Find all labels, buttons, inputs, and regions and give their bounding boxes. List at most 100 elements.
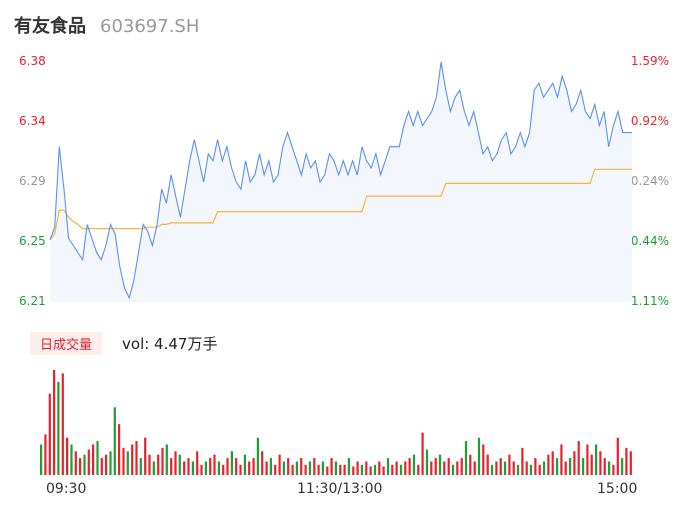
volume-bar — [334, 461, 337, 475]
volume-bar — [438, 454, 442, 475]
volume-bar — [40, 444, 43, 475]
volume-bar — [174, 451, 177, 475]
volume-bar — [586, 444, 589, 475]
volume-bar — [482, 444, 485, 475]
volume-bar — [369, 466, 372, 475]
volume-bar — [256, 437, 259, 475]
volume-bar — [61, 373, 64, 475]
volume-bar — [412, 454, 416, 475]
y-left-label: 6.21 — [19, 294, 46, 308]
volume-bar — [508, 454, 511, 475]
volume-bar — [148, 454, 151, 475]
volume-bar — [421, 432, 424, 475]
volume-bar — [560, 444, 563, 475]
volume-bar — [243, 454, 246, 475]
volume-bar — [144, 437, 147, 475]
volume-bar — [295, 461, 298, 475]
volume-bar — [157, 454, 160, 475]
volume-bar — [460, 458, 463, 475]
volume-bar — [378, 461, 381, 475]
volume-bar — [92, 444, 95, 475]
volume-bar — [109, 451, 112, 475]
volume-bar — [274, 464, 277, 475]
volume-bar — [525, 461, 528, 475]
volume-bar — [161, 447, 164, 475]
volume-bar — [512, 461, 515, 475]
volume-bar — [282, 461, 285, 475]
volume-bar — [616, 437, 619, 475]
volume-bar — [122, 447, 125, 475]
volume-bar — [621, 458, 624, 475]
volume-bar — [399, 464, 403, 475]
volume-bar — [287, 458, 290, 475]
y-right-label: -1.11% — [626, 294, 669, 308]
volume-bar — [551, 451, 554, 475]
volume-bar — [304, 464, 307, 475]
volume-bar — [87, 449, 90, 475]
price-line — [49, 61, 632, 300]
volume-tab[interactable]: 日成交量 — [30, 331, 103, 355]
volume-bar — [521, 447, 524, 475]
volume-bar — [200, 464, 203, 475]
volume-bar — [300, 458, 303, 475]
volume-bar — [269, 458, 272, 475]
volume-bar — [408, 458, 411, 475]
volume-bar — [217, 461, 220, 475]
volume-bar — [564, 461, 567, 475]
volume-bar — [464, 441, 468, 475]
volume-bar — [230, 451, 233, 475]
volume-bar — [66, 437, 69, 475]
average-price-line — [49, 168, 632, 241]
y-left-label: 6.25 — [19, 234, 46, 248]
volume-bar — [265, 461, 268, 475]
volume-bar — [516, 464, 520, 475]
volume-bar — [339, 464, 342, 475]
volume-bar — [48, 393, 51, 475]
volume-bar — [261, 451, 264, 475]
y-right-label: 1.59% — [630, 54, 669, 68]
volume-bar — [57, 381, 60, 475]
volume-bar — [126, 451, 129, 475]
volume-bar — [625, 447, 628, 475]
volume-bar — [291, 464, 294, 475]
volume-bar — [131, 444, 134, 475]
volume-bar — [105, 454, 108, 475]
volume-bar — [152, 461, 155, 475]
volume-bar — [330, 458, 333, 475]
volume-bar — [469, 454, 472, 475]
volume-bar — [595, 444, 598, 475]
stock-code: 603697.SH — [100, 16, 200, 37]
volume-bar — [165, 444, 168, 475]
volume-bar — [391, 464, 394, 475]
volume-bar — [321, 461, 324, 475]
volume-bar — [204, 461, 207, 475]
volume-bar — [612, 464, 615, 475]
volume-bar — [451, 464, 455, 475]
volume-bar — [447, 458, 450, 475]
volume-bar — [434, 458, 437, 475]
volume-bar — [226, 458, 229, 475]
volume-bar — [569, 458, 572, 475]
y-right-label: 0.24% — [630, 174, 669, 188]
volume-bar — [139, 458, 142, 475]
volume-bar — [503, 461, 507, 475]
volume-bar — [118, 424, 121, 475]
volume-bar — [608, 461, 611, 475]
volume-bar — [347, 458, 350, 475]
volume-bar — [590, 454, 593, 475]
volume-bar — [373, 464, 377, 475]
y-left-label: 6.34 — [19, 114, 46, 128]
volume-bar — [477, 437, 481, 475]
volume-bar — [529, 464, 533, 475]
price-area — [50, 62, 632, 302]
volume-bar — [547, 454, 550, 475]
volume-bar — [317, 464, 320, 475]
volume-bar — [235, 458, 238, 475]
volume-bar — [213, 454, 216, 475]
volume-bar — [556, 458, 559, 475]
volume-bar — [542, 461, 546, 475]
volume-bar — [382, 466, 385, 475]
volume-bar — [599, 451, 602, 475]
volume-bar — [486, 454, 489, 475]
